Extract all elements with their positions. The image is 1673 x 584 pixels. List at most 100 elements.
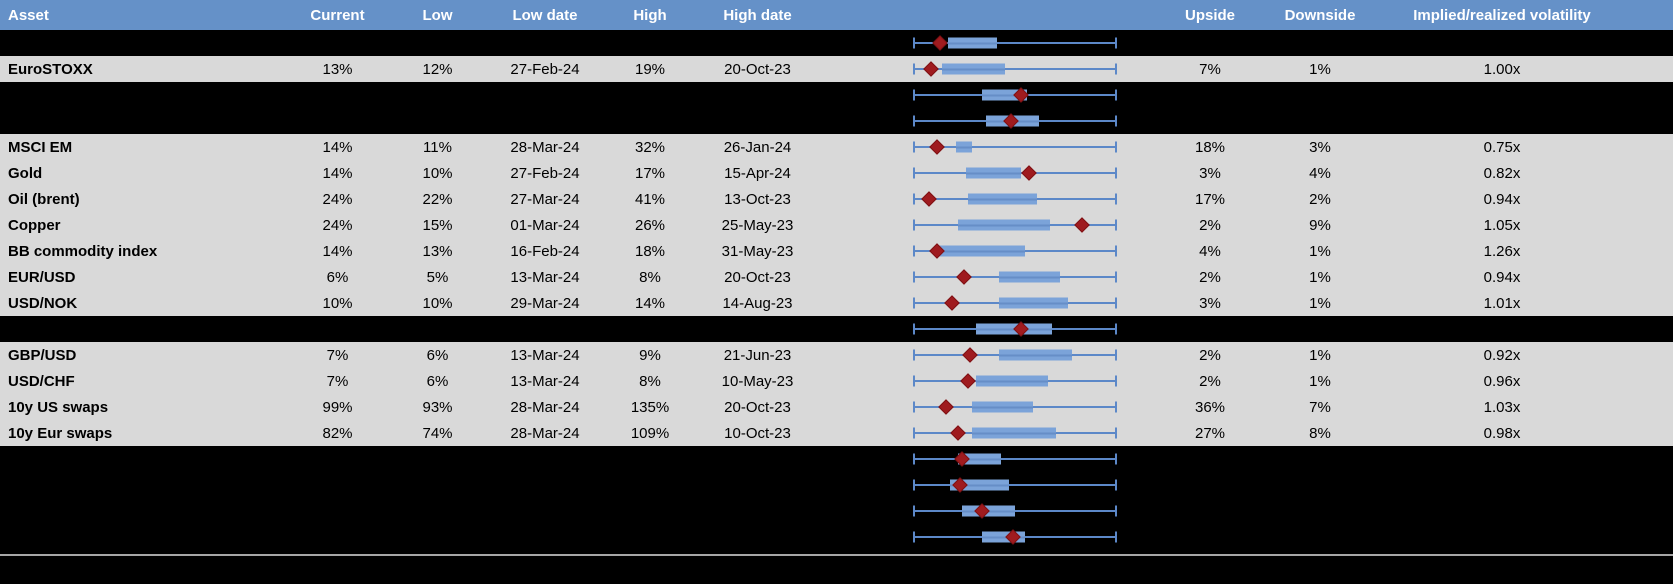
implied-realized-cell[interactable]: 1.05x [1483,216,1521,234]
high-date-cell[interactable]: 10-Oct-23 [724,424,791,442]
upside-cell[interactable]: 18% [1194,138,1226,156]
implied-realized-cell[interactable]: 1.03x [1483,398,1521,416]
downside-cell[interactable]: 9% [1309,216,1331,234]
implied-realized-cell[interactable]: 0.82x [1483,164,1521,182]
header-implied-realized-volatility[interactable]: Implied/realized volatility [1413,6,1591,24]
upside-cell[interactable]: 3% [1199,294,1221,312]
asset-cell[interactable]: USD/NOK [8,294,78,312]
high-cell[interactable]: 135% [630,398,670,416]
low-date-cell[interactable]: 13-Mar-24 [510,372,580,390]
implied-realized-cell[interactable]: 0.94x [1483,268,1521,286]
high-date-cell[interactable]: 20-Oct-23 [724,60,791,78]
low-cell[interactable]: 74% [422,424,453,442]
low-cell[interactable]: 6% [426,346,449,364]
high-cell[interactable]: 8% [639,268,661,286]
asset-cell[interactable]: MSCI EM [8,138,73,156]
upside-cell[interactable]: 2% [1199,372,1221,390]
header-asset[interactable]: Asset [8,6,49,24]
asset-cell[interactable]: BB commodity index [8,242,158,260]
asset-cell[interactable]: 10y US swaps [8,398,109,416]
upside-cell[interactable]: 17% [1194,190,1226,208]
downside-cell[interactable]: 1% [1309,346,1331,364]
high-cell[interactable]: 14% [634,294,666,312]
high-date-cell[interactable]: 10-May-23 [721,372,794,390]
low-date-cell[interactable]: 28-Mar-24 [510,138,580,156]
asset-cell[interactable]: Oil (brent) [8,190,80,208]
current-cell[interactable]: 14% [322,138,353,156]
upside-cell[interactable]: 4% [1199,242,1221,260]
high-cell[interactable]: 41% [634,190,666,208]
downside-cell[interactable]: 4% [1309,164,1331,182]
implied-realized-cell[interactable]: 1.00x [1483,60,1521,78]
implied-realized-cell[interactable]: 0.92x [1483,346,1521,364]
low-date-cell[interactable]: 29-Mar-24 [510,294,580,312]
implied-realized-cell[interactable]: 0.75x [1483,138,1521,156]
downside-cell[interactable]: 8% [1309,424,1331,442]
low-date-cell[interactable]: 13-Mar-24 [510,268,580,286]
low-cell[interactable]: 5% [426,268,449,286]
high-cell[interactable]: 18% [634,242,666,260]
low-cell[interactable]: 6% [426,372,449,390]
low-date-cell[interactable]: 01-Mar-24 [510,216,580,234]
high-date-cell[interactable]: 26-Jan-24 [723,138,792,156]
low-date-cell[interactable]: 28-Mar-24 [510,424,580,442]
downside-cell[interactable]: 1% [1309,294,1331,312]
current-cell[interactable]: 7% [326,372,349,390]
upside-cell[interactable]: 27% [1194,424,1226,442]
implied-realized-cell[interactable]: 0.96x [1483,372,1521,390]
header-current[interactable]: Current [310,6,365,24]
header-low[interactable]: Low [422,6,453,24]
high-date-cell[interactable]: 21-Jun-23 [723,346,792,364]
low-cell[interactable]: 10% [422,164,453,182]
asset-cell[interactable]: EuroSTOXX [8,60,93,78]
header-high-date[interactable]: High date [723,6,792,24]
low-cell[interactable]: 10% [422,294,453,312]
upside-cell[interactable]: 36% [1194,398,1226,416]
current-cell[interactable]: 13% [322,60,353,78]
current-cell[interactable]: 24% [322,190,353,208]
high-date-cell[interactable]: 31-May-23 [721,242,794,260]
upside-cell[interactable]: 2% [1199,268,1221,286]
low-date-cell[interactable]: 27-Feb-24 [510,164,580,182]
downside-cell[interactable]: 1% [1309,372,1331,390]
asset-cell[interactable]: Copper [8,216,61,234]
low-cell[interactable]: 15% [422,216,453,234]
high-cell[interactable]: 9% [639,346,661,364]
high-date-cell[interactable]: 15-Apr-24 [724,164,791,182]
implied-realized-cell[interactable]: 0.98x [1483,424,1521,442]
header-low-date[interactable]: Low date [512,6,578,24]
low-cell[interactable]: 93% [422,398,453,416]
current-cell[interactable]: 14% [322,164,353,182]
upside-cell[interactable]: 2% [1199,216,1221,234]
current-cell[interactable]: 6% [326,268,349,286]
downside-cell[interactable]: 1% [1309,242,1331,260]
current-cell[interactable]: 82% [322,424,353,442]
high-date-cell[interactable]: 13-Oct-23 [724,190,791,208]
high-date-cell[interactable]: 25-May-23 [721,216,794,234]
current-cell[interactable]: 10% [322,294,353,312]
upside-cell[interactable]: 2% [1199,346,1221,364]
current-cell[interactable]: 99% [322,398,353,416]
downside-cell[interactable]: 1% [1309,60,1331,78]
current-cell[interactable]: 7% [326,346,349,364]
low-cell[interactable]: 22% [422,190,453,208]
high-cell[interactable]: 17% [634,164,666,182]
implied-realized-cell[interactable]: 1.26x [1483,242,1521,260]
implied-realized-cell[interactable]: 0.94x [1483,190,1521,208]
high-date-cell[interactable]: 14-Aug-23 [722,294,793,312]
low-date-cell[interactable]: 16-Feb-24 [510,242,580,260]
low-date-cell[interactable]: 27-Mar-24 [510,190,580,208]
high-date-cell[interactable]: 20-Oct-23 [724,268,791,286]
current-cell[interactable]: 14% [322,242,353,260]
asset-cell[interactable]: USD/CHF [8,372,75,390]
asset-cell[interactable]: Gold [8,164,43,182]
downside-cell[interactable]: 3% [1309,138,1331,156]
high-cell[interactable]: 32% [634,138,666,156]
asset-cell[interactable]: 10y Eur swaps [8,424,113,442]
downside-cell[interactable]: 7% [1309,398,1331,416]
header-upside[interactable]: Upside [1184,6,1235,24]
low-date-cell[interactable]: 13-Mar-24 [510,346,580,364]
low-date-cell[interactable]: 28-Mar-24 [510,398,580,416]
upside-cell[interactable]: 3% [1199,164,1221,182]
low-date-cell[interactable]: 27-Feb-24 [510,60,580,78]
